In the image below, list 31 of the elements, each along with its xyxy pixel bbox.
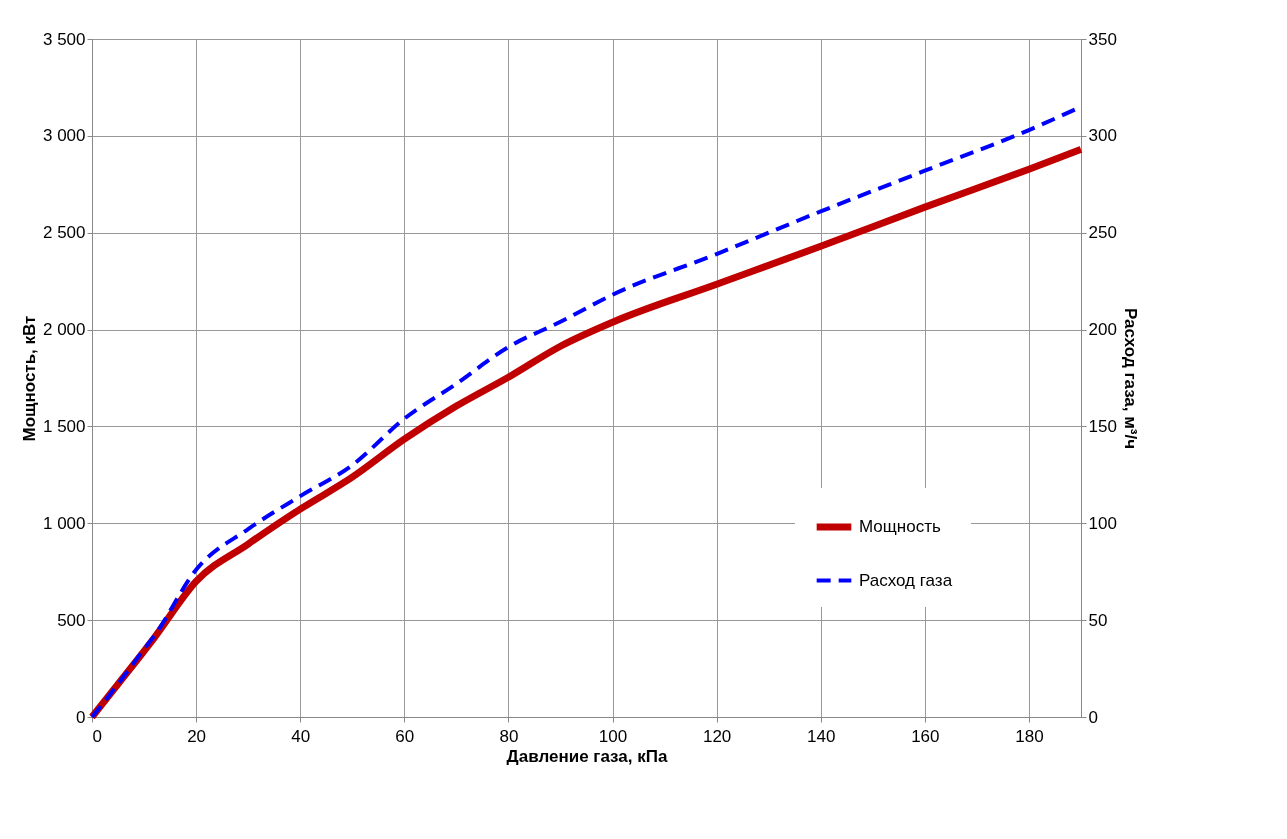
legend-label: Мощность xyxy=(859,517,941,536)
y2-tick-label: 250 xyxy=(1088,223,1117,243)
x-tick-label: 120 xyxy=(702,726,732,746)
y-tick-label: 3 000 xyxy=(42,126,86,146)
x-tick-label: 40 xyxy=(291,726,311,746)
x-tick-label: 0 xyxy=(92,726,102,746)
y2-tick-label: 300 xyxy=(1088,126,1117,146)
x-tick-label: 80 xyxy=(499,726,519,746)
y2-tick-label: 50 xyxy=(1088,610,1108,630)
y-tick-label: 3 500 xyxy=(42,29,86,49)
y-tick-label: 1 500 xyxy=(42,416,86,436)
x-tick-label: 180 xyxy=(1015,726,1044,746)
y-tick-label: 0 xyxy=(76,707,86,727)
y2-tick-label: 200 xyxy=(1088,320,1117,340)
y-tick-label: 2 000 xyxy=(42,320,86,340)
y2-tick-label: 150 xyxy=(1088,416,1117,436)
x-tick-label: 160 xyxy=(911,726,940,746)
x-tick-label: 20 xyxy=(187,726,207,746)
y-axis-title: Мощность, кВт xyxy=(19,315,39,442)
y-tick-label: 2 500 xyxy=(42,223,86,243)
y-tick-label: 500 xyxy=(57,610,86,630)
y2-axis-title: Расход газа, м³/ч xyxy=(1120,307,1140,450)
y2-tick-label: 350 xyxy=(1088,29,1117,49)
y2-tick-label: 0 xyxy=(1088,707,1098,727)
y2-tick-label: 100 xyxy=(1088,513,1117,533)
x-tick-label: 140 xyxy=(807,726,836,746)
legend-label: Расход газа xyxy=(859,570,953,590)
x-axis-title: Давление газа, кПа xyxy=(506,746,668,766)
x-tick-label: 100 xyxy=(598,726,628,746)
y-tick-label: 1 000 xyxy=(42,513,86,533)
x-tick-label: 60 xyxy=(395,726,415,746)
